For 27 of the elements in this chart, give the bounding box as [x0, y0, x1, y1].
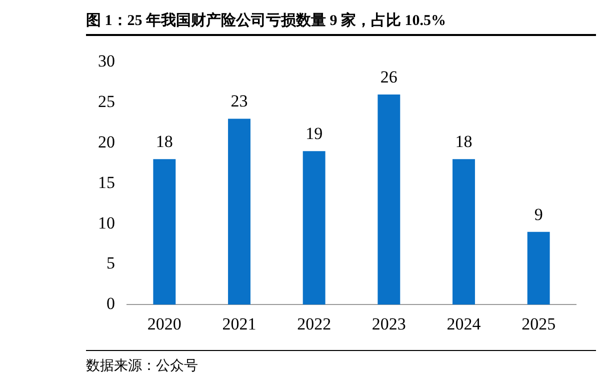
y-tick-label: 0	[106, 294, 115, 314]
data-label: 18	[156, 132, 173, 152]
chart-title: 图 1：25 年我国财产险公司亏损数量 9 家，占比 10.5%	[86, 8, 596, 36]
bar	[527, 232, 550, 305]
y-tick-label: 5	[106, 254, 115, 273]
data-label: 26	[380, 67, 398, 86]
y-tick-label: 30	[98, 52, 115, 71]
bar	[452, 159, 475, 305]
bar	[378, 94, 400, 305]
bar	[302, 151, 326, 305]
y-tick-label: 20	[98, 132, 115, 152]
bar	[228, 118, 250, 305]
y-tick-label: 15	[98, 172, 115, 192]
x-tick-label: 2022	[297, 314, 332, 334]
data-label: 18	[455, 132, 472, 152]
x-tick-label: 2023	[372, 314, 406, 334]
x-tick-label: 2021	[222, 314, 256, 334]
x-tick-label: 2025	[522, 314, 556, 334]
x-tick-label: 2024	[446, 314, 482, 334]
y-tick-label: 25	[98, 92, 115, 112]
data-label: 9	[534, 204, 543, 224]
bar	[153, 159, 176, 305]
y-tick-label: 10	[98, 213, 115, 232]
data-label: 19	[306, 124, 323, 144]
data-label: 23	[230, 92, 248, 111]
source-note: 数据来源：公众号	[86, 350, 596, 375]
x-tick-label: 2020	[147, 314, 182, 334]
